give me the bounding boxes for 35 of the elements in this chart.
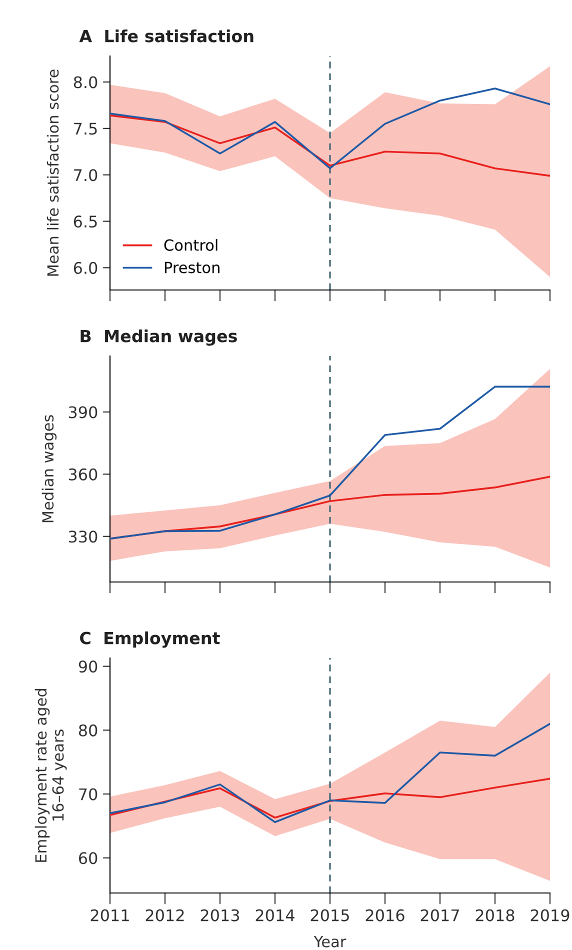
chart-title: B Median wages (80, 329, 237, 346)
y-axis-title: Employment rate aged 16–64 years (34, 689, 67, 862)
y-axis-title: Median wages (42, 415, 57, 522)
y-tick-label: 8.0 (74, 76, 98, 88)
y-tick-label: 80 (78, 724, 98, 736)
line-series (110, 88, 550, 170)
y-tick-label: 330 (68, 530, 98, 543)
line-series (110, 114, 550, 177)
y-tick-label: 90 (78, 660, 98, 673)
y-tick-label: 70 (79, 788, 98, 800)
x-tick-label: 2018 (476, 909, 514, 922)
x-tick-label: 2015 (310, 909, 349, 922)
chart-title: A Life satisfaction (79, 29, 254, 42)
y-tick-label: 390 (68, 406, 98, 418)
y-tick-label: 6.5 (74, 216, 97, 228)
legend-label: Control (164, 239, 218, 251)
y-tick-label: 7.0 (74, 169, 98, 182)
y-tick-label: 360 (68, 468, 98, 480)
x-tick-label: 2013 (200, 909, 240, 922)
y-tick-label: 7.5 (74, 122, 97, 135)
y-tick-label: 6.0 (74, 262, 98, 274)
x-tick-label: 2014 (256, 909, 294, 922)
line-series (110, 722, 550, 824)
x-tick-label: 2012 (146, 909, 184, 922)
y-tick-label: 60 (78, 852, 98, 864)
x-tick-label: 2011 (90, 909, 129, 922)
x-tick-label: 2019 (530, 909, 570, 922)
line-series (110, 386, 550, 540)
line-series (110, 778, 550, 819)
y-axis-title: Mean life satisfaction score (46, 70, 59, 276)
x-axis-title: Year (314, 936, 346, 948)
legend-label: Preston (164, 262, 220, 274)
x-tick-label: 2017 (420, 909, 459, 922)
chart-title: C Employment (80, 631, 220, 648)
x-tick-label: 2016 (366, 909, 404, 922)
